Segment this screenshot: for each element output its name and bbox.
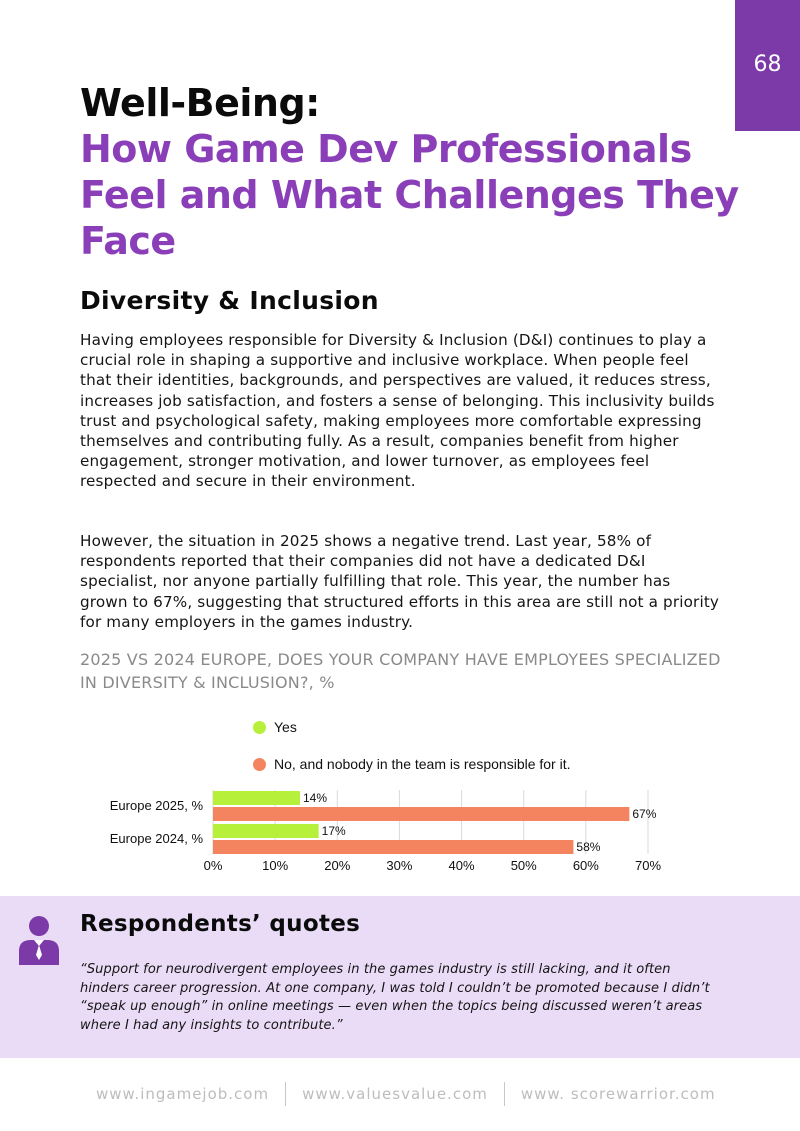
bar-chart: 0% 10% 20% 30% 40% 50% 60% 70% Europe 2025, % 14%…: [110, 790, 661, 873]
x-tick-label: 70%: [635, 858, 661, 873]
bar: [213, 824, 319, 838]
x-tick-label: 30%: [386, 858, 412, 873]
x-tick-label: 10%: [262, 858, 288, 873]
bar: [213, 840, 574, 854]
legend-label-yes: Yes: [274, 719, 297, 735]
legend-item-no: No, and nobody in the team is responsibl…: [253, 756, 571, 772]
x-tick-label: 60%: [573, 858, 599, 873]
quotes-section: [0, 896, 800, 1058]
page-number-tab: 68: [735, 0, 800, 131]
chart-title: 2025 VS 2024 EUROPE, DOES YOUR COMPANY H…: [80, 650, 721, 692]
page-number: 68: [753, 52, 782, 77]
bar: [213, 791, 300, 805]
legend-swatch-yes: [253, 720, 266, 734]
data-label: 67%: [632, 807, 656, 821]
title-line-1: Well-Being:: [80, 81, 320, 125]
data-label: 17%: [322, 824, 346, 838]
category-label: Europe 2025, %: [110, 798, 204, 813]
x-tick-label: 40%: [449, 858, 475, 873]
x-tick-label: 20%: [324, 858, 350, 873]
x-tick-label: 0%: [204, 858, 223, 873]
data-label: 58%: [576, 840, 600, 854]
footer-link-scorewarrior[interactable]: www. scorewarrior.com: [520, 1085, 716, 1103]
quote-text: “Support for neurodivergent employees in…: [80, 962, 710, 1033]
page-title: Well-Being: How Game Dev Professionals F…: [80, 80, 740, 264]
paragraph-2: However, the situation in 2025 shows a n…: [80, 532, 720, 631]
bar: [213, 807, 630, 821]
section-heading: Diversity & Inclusion: [80, 286, 379, 315]
paragraph-1: Having employees responsible for Diversi…: [80, 331, 715, 491]
legend-item-yes: Yes: [253, 719, 297, 735]
footer-link-valuesvalue[interactable]: www.valuesvalue.com: [302, 1085, 488, 1103]
footer-divider: [503, 1082, 505, 1106]
footer-divider: [285, 1082, 287, 1106]
legend-label-no: No, and nobody in the team is responsibl…: [274, 756, 571, 772]
data-label: 14%: [303, 791, 327, 805]
footer-link-ingamejob[interactable]: www.ingamejob.com: [96, 1085, 270, 1103]
category-label: Europe 2024, %: [110, 831, 204, 846]
legend-swatch-no: [253, 757, 266, 771]
person-tie-icon: [19, 916, 59, 965]
footer: www.ingamejob.com www.valuesvalue.com ww…: [80, 1082, 730, 1106]
quotes-heading: Respondents’ quotes: [80, 911, 361, 937]
title-line-2: How Game Dev Professionals Feel and What…: [80, 127, 739, 263]
x-tick-label: 50%: [511, 858, 537, 873]
